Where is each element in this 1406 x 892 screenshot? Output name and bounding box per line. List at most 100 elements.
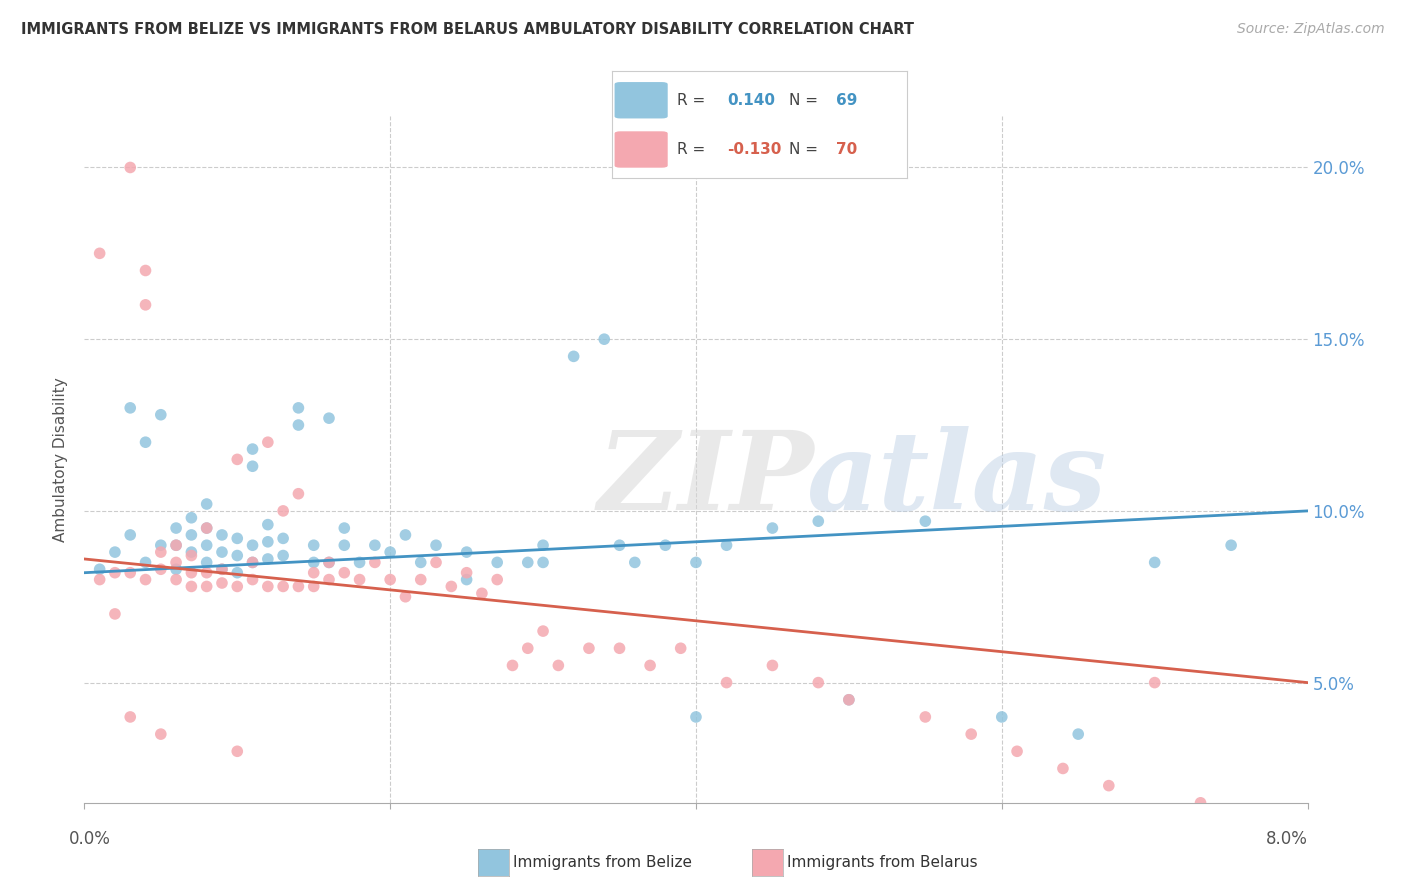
Text: N =: N =	[789, 93, 823, 108]
Point	[257, 517, 280, 532]
Point	[807, 675, 830, 690]
Point	[195, 521, 218, 535]
Point	[333, 538, 356, 552]
Point	[195, 497, 218, 511]
Text: 70: 70	[837, 142, 858, 157]
Text: -0.130: -0.130	[727, 142, 782, 157]
Point	[104, 545, 127, 559]
Y-axis label: Ambulatory Disability: Ambulatory Disability	[53, 377, 69, 541]
Point	[226, 566, 249, 580]
Point	[242, 538, 264, 552]
Point	[562, 350, 585, 364]
Point	[471, 586, 494, 600]
Text: 8.0%: 8.0%	[1265, 830, 1308, 848]
Point	[257, 534, 280, 549]
Point	[364, 555, 387, 570]
Point	[349, 555, 371, 570]
Point	[1098, 779, 1121, 793]
Point	[761, 658, 783, 673]
Point	[380, 545, 402, 559]
Text: R =: R =	[676, 93, 710, 108]
Text: ZIP: ZIP	[598, 426, 814, 533]
Point	[685, 555, 707, 570]
Point	[318, 573, 340, 587]
Text: atlas: atlas	[806, 426, 1107, 533]
Point	[287, 401, 309, 415]
Point	[271, 532, 294, 546]
Point	[180, 579, 202, 593]
Point	[226, 549, 249, 563]
Point	[135, 263, 157, 277]
Point	[593, 332, 616, 346]
Point	[456, 573, 478, 587]
Point	[257, 579, 280, 593]
Point	[914, 514, 936, 528]
Point	[1189, 796, 1212, 810]
Point	[302, 538, 325, 552]
Point	[1220, 538, 1243, 552]
Point	[624, 555, 647, 570]
Point	[638, 658, 661, 673]
Point	[609, 641, 631, 656]
Point	[1236, 813, 1258, 827]
Point	[716, 538, 738, 552]
Point	[165, 538, 187, 552]
Point	[991, 710, 1014, 724]
Point	[120, 566, 142, 580]
Text: 0.140: 0.140	[727, 93, 775, 108]
Text: Source: ZipAtlas.com: Source: ZipAtlas.com	[1237, 22, 1385, 37]
Point	[486, 555, 509, 570]
Point	[531, 538, 554, 552]
Point	[1067, 727, 1090, 741]
Point	[578, 641, 600, 656]
Point	[531, 555, 554, 570]
Point	[685, 710, 707, 724]
Point	[302, 555, 325, 570]
Point	[302, 566, 325, 580]
Point	[211, 528, 233, 542]
Point	[716, 675, 738, 690]
Point	[180, 545, 202, 559]
Point	[195, 555, 218, 570]
Point	[1143, 555, 1166, 570]
Point	[89, 573, 111, 587]
Point	[211, 545, 233, 559]
Point	[380, 573, 402, 587]
Text: IMMIGRANTS FROM BELIZE VS IMMIGRANTS FROM BELARUS AMBULATORY DISABILITY CORRELAT: IMMIGRANTS FROM BELIZE VS IMMIGRANTS FRO…	[21, 22, 914, 37]
Point	[960, 727, 983, 741]
Point	[333, 521, 356, 535]
Point	[149, 545, 172, 559]
Point	[226, 744, 249, 758]
Point	[211, 562, 233, 576]
Point	[257, 552, 280, 566]
Point	[120, 528, 142, 542]
Point	[502, 658, 524, 673]
Point	[165, 573, 187, 587]
Text: Immigrants from Belarus: Immigrants from Belarus	[787, 855, 979, 870]
Point	[149, 727, 172, 741]
Point	[516, 641, 538, 656]
Point	[440, 579, 463, 593]
Point	[135, 298, 157, 312]
Point	[287, 418, 309, 433]
Point	[409, 555, 432, 570]
Point	[807, 514, 830, 528]
Point	[195, 579, 218, 593]
Point	[516, 555, 538, 570]
Text: Immigrants from Belize: Immigrants from Belize	[513, 855, 692, 870]
Point	[89, 562, 111, 576]
Point	[242, 442, 264, 456]
Point	[120, 710, 142, 724]
Point	[271, 579, 294, 593]
Point	[149, 408, 172, 422]
Point	[456, 566, 478, 580]
Point	[195, 566, 218, 580]
Point	[287, 579, 309, 593]
Point	[318, 555, 340, 570]
Point	[486, 573, 509, 587]
Point	[1005, 744, 1028, 758]
Point	[226, 579, 249, 593]
Point	[149, 538, 172, 552]
Point	[394, 528, 416, 542]
Text: 0.0%: 0.0%	[69, 830, 111, 848]
